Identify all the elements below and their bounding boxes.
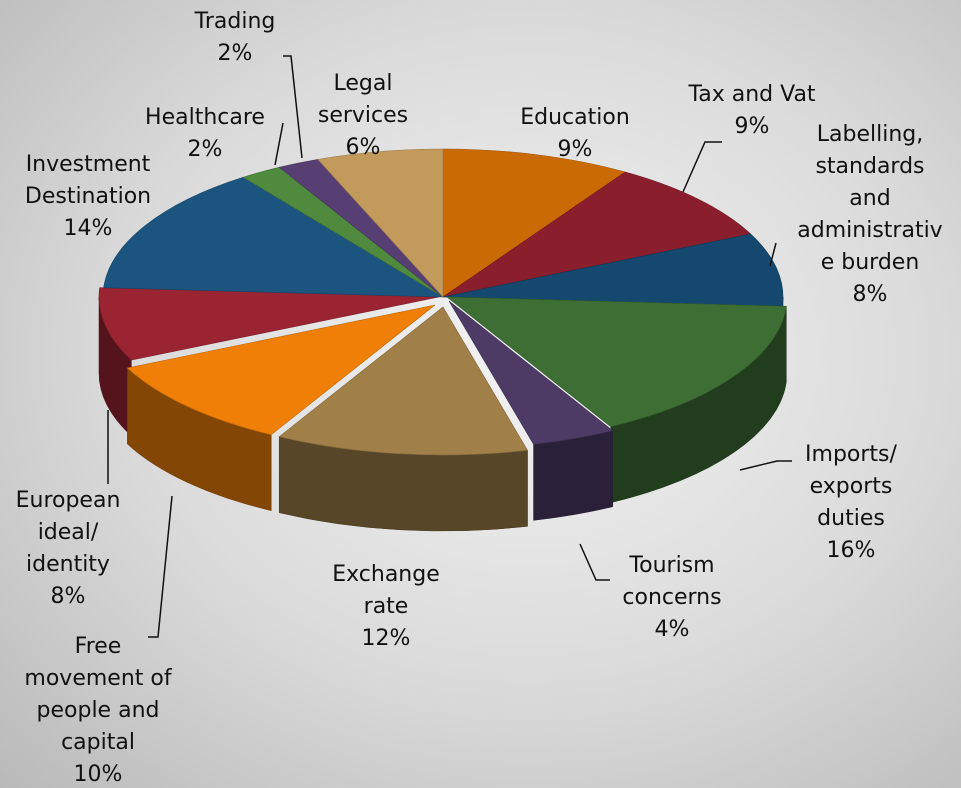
slice-label: Labelling, standards and administrativ e bur…: [797, 122, 942, 307]
pie-slice: [442, 148, 626, 298]
slice-label: Investment Destination 14%: [25, 152, 151, 241]
leader-line: [739, 460, 792, 471]
leader-line: [769, 242, 777, 267]
slice-label: Trading 2%: [194, 9, 276, 66]
slice-label: European ideal/identity 8%: [16, 488, 121, 609]
slice-label: Tax and Vat 9%: [687, 82, 815, 139]
leader-line: [682, 141, 722, 193]
pie-slice: [317, 148, 444, 298]
pie-slice: [126, 304, 436, 436]
slice-label: Free movement of people and capital 10%: [24, 634, 172, 787]
pie-slice-side: [533, 430, 614, 521]
leader-line: [283, 55, 303, 159]
leader-line: [274, 122, 284, 166]
pie-slice: [442, 233, 784, 307]
leader-line: [579, 543, 610, 581]
slice-label: Education 9%: [520, 105, 630, 162]
slice-label: Legal services 6%: [318, 71, 408, 160]
slice-label: Tourism concerns 4%: [622, 553, 721, 642]
pie-slice: [278, 306, 529, 456]
slice-label: Imports/exports duties 16%: [805, 442, 897, 563]
pie-slice: [103, 176, 445, 298]
pie-slice: [442, 171, 752, 298]
pie-slice: [446, 296, 787, 428]
leader-line: [148, 495, 173, 638]
slice-label: Healthcare 2%: [145, 105, 265, 162]
slice-label: Exchange rate 12%: [332, 562, 440, 651]
pie-slice: [98, 287, 440, 361]
pie-slice: [448, 300, 614, 445]
